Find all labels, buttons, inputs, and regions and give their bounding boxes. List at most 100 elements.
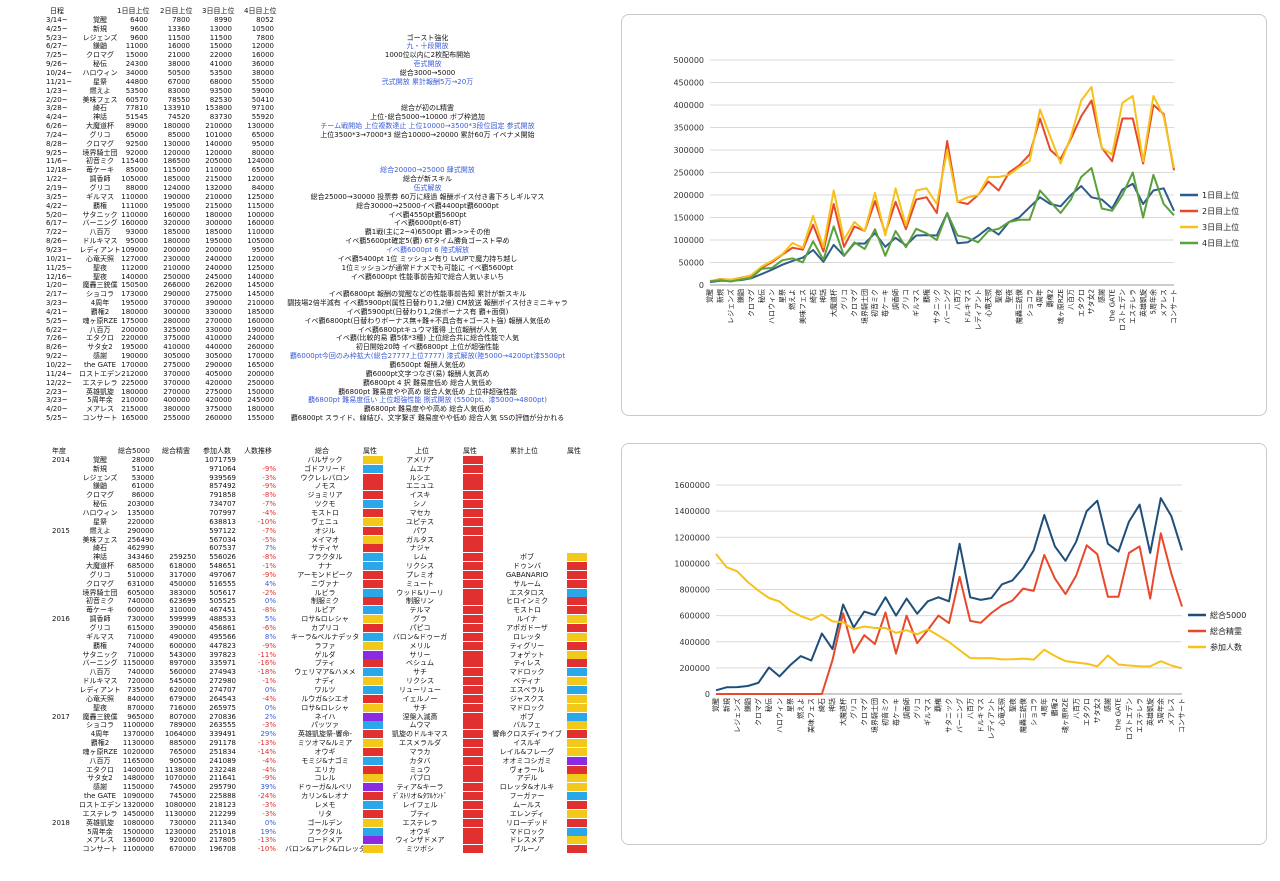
table2-header-cell: 総合5000	[118, 447, 150, 455]
upper-spirit-name: プレミオ	[406, 570, 434, 579]
value-cell: 200000	[163, 245, 190, 254]
attribute-swatch	[363, 597, 383, 606]
spirit-total-cell: 543000	[169, 650, 196, 659]
table2-row: 鎌鼬 61000 857492 -9% ノモス エニュユ	[0, 481, 600, 491]
cumulative-spirit-name: ブルーノ	[513, 845, 541, 854]
event-note: 覇6000pt文字つなぎ(易) 報酬人気高め	[365, 369, 490, 378]
event-name-cell: サタ女2	[87, 343, 113, 352]
participants-cell: 270836	[209, 712, 236, 721]
upper-spirit-name: バロン&ドゥーガ	[392, 632, 448, 641]
event-name-cell: コンサート	[82, 845, 118, 854]
value-cell: 210000	[163, 263, 190, 272]
attribute-swatch	[567, 730, 587, 739]
value-cell: 410000	[163, 343, 190, 352]
table1-row: 7/24~ グリコ 65000 85000 101000 65000 上位3500*3→70…	[0, 130, 600, 140]
event-name-cell: 4周年	[90, 730, 110, 739]
x-tick-label: バーニング	[942, 289, 951, 324]
event-name-cell: ドルキマス	[82, 237, 118, 246]
upper-spirit-name: ミツボシ	[406, 845, 434, 854]
total-spirit-name: ラファ	[314, 641, 336, 650]
table2-row: ロストエデン 1320000 1080000 218123 -3% レメモ レイフェル ムール…	[0, 800, 600, 810]
value-cell: 120000	[247, 254, 274, 263]
trend-cell: -14%	[257, 747, 276, 756]
date-cell: 4/22~	[46, 201, 68, 210]
x-tick-label: 綺石	[817, 698, 826, 712]
event-name-cell: コンサート	[82, 414, 118, 423]
x-tick-label: 調香師	[891, 289, 900, 310]
x-tick-label: 魂ヶ原RZE	[1061, 698, 1070, 733]
event-name-cell: 心竜天照	[86, 254, 114, 263]
attribute-swatch	[363, 801, 383, 809]
upper-spirit-name: マラカ	[409, 747, 431, 756]
upper-spirit-name: パピコ	[409, 624, 431, 632]
spirit-total-cell: 390000	[169, 624, 196, 632]
date-cell: 5/25~	[46, 316, 68, 325]
spirit-total-cell: 310000	[169, 606, 196, 615]
value-cell: 88000	[125, 184, 148, 192]
table2-row: 苺ケーキ 600000 310000 467451 -8% ルピア テルマ モストロ	[0, 605, 600, 615]
value-cell: 215000	[205, 201, 232, 210]
x-tick-label: グリコ	[849, 698, 858, 719]
total5000-cell: 1130000	[122, 739, 154, 748]
trend-cell: -10%	[257, 517, 276, 526]
table2-row: サタ女2 1480000 1070000 211641 -9% コレル パブロ アデル	[0, 773, 600, 783]
value-cell: 130000	[247, 122, 274, 131]
total5000-cell: 1480000	[122, 774, 154, 783]
attribute-swatch	[463, 756, 483, 765]
attribute-swatch	[567, 818, 587, 827]
event-name-cell: 覇権2	[90, 307, 110, 316]
x-tick-label: 星祭	[785, 698, 794, 712]
trend-cell: -3%	[262, 801, 276, 809]
attribute-swatch	[567, 694, 587, 703]
x-tick-label: クロマグ	[746, 289, 755, 317]
trend-cell: -8%	[262, 553, 276, 562]
spirit-total-cell: 679000	[169, 694, 196, 703]
y-tick-label: 0	[699, 281, 704, 290]
attribute-swatch	[463, 827, 483, 836]
value-cell: 165000	[121, 414, 148, 423]
value-cell: 325000	[163, 325, 190, 334]
value-cell: 110000	[247, 228, 274, 237]
trend-cell: 7%	[264, 544, 276, 553]
table1-row: 5/23~ レジェンズ 9600 11500 11500 7800 ゴースト強化	[0, 33, 600, 43]
total-spirit-name: ウクレレバロン	[300, 473, 350, 482]
upper-spirit-name: リクシス	[406, 562, 434, 571]
participants-cell: 274943	[209, 668, 236, 677]
total-spirit-name: ロサ&ロレシャ	[301, 615, 349, 624]
x-tick-label: サタ女2	[1087, 289, 1096, 314]
participants-cell: 211641	[209, 774, 236, 783]
x-tick-label: 初音ミク	[881, 698, 890, 726]
x-tick-label: ドルキマス	[964, 289, 972, 324]
table2-row: 初音ミク 740000 623699 505525 0% 制服ミク 制服リン ヒロインミク	[0, 596, 600, 606]
total-spirit-name: モミジ&ナゴミ	[301, 756, 349, 765]
attribute-swatch	[463, 526, 483, 535]
value-cell: 230000	[163, 254, 190, 263]
x-tick-label: レジェンズ	[732, 698, 741, 733]
table1-row: 3/23~ 4周年 195000 370000 390000 210000 闘技場2倍半減有…	[0, 298, 600, 308]
event-name-cell: ハロウィン	[82, 508, 118, 517]
value-cell: 80000	[251, 148, 274, 157]
upper-spirit-name: ユピテス	[406, 517, 434, 526]
attribute-swatch	[463, 836, 483, 845]
value-cell: 195000	[205, 237, 232, 246]
table1-row: 5/20~ サタニック 110000 160000 180000 100000 イベ覇455…	[0, 210, 600, 220]
participants-cell: 251834	[209, 747, 236, 756]
y-tick-label: 400000	[673, 101, 704, 110]
event-name-cell: 八百万	[89, 756, 111, 765]
event-name-cell: サタニック	[82, 210, 118, 219]
event-name-cell: 魔轟三銃僕	[82, 281, 118, 290]
value-cell: 190000	[247, 325, 274, 334]
value-cell: 145000	[247, 281, 274, 290]
value-cell: 225000	[121, 378, 148, 387]
event-name-cell: ハロウィン	[82, 68, 118, 77]
cumulative-spirit-name: イスルギ	[513, 739, 541, 748]
attribute-swatch	[567, 792, 587, 801]
attribute-swatch	[567, 703, 587, 712]
participants-cell: 291178	[209, 739, 236, 748]
event-note: イベ覇6800ptキュウマ獲得 上位報酬が人気	[357, 325, 498, 334]
x-tick-label: 英雄凱旋	[1138, 289, 1147, 317]
attribute-swatch	[567, 624, 587, 632]
table2-header-cell: 属性	[463, 447, 477, 455]
trend-cell: -6%	[262, 624, 276, 632]
trend-cell: -10%	[257, 845, 276, 854]
